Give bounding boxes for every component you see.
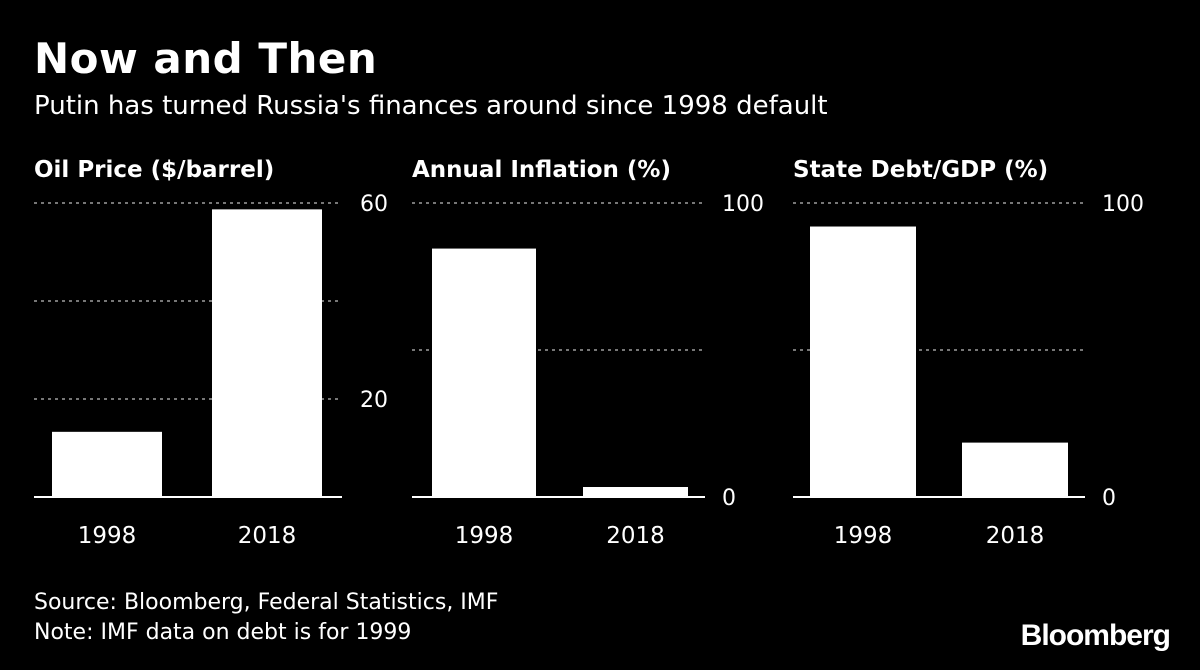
x-tick-label: 2018 (238, 523, 297, 549)
x-tick-label: 2018 (606, 523, 665, 549)
panel-title: Annual Inflation (%) (412, 157, 671, 183)
panel-title: Oil Price ($/barrel) (34, 157, 274, 183)
chart-subtitle: Putin has turned Russia's finances aroun… (34, 91, 828, 121)
y-tick-label: 0 (1102, 486, 1116, 511)
bar-2018 (212, 209, 322, 497)
y-tick-label: 0 (722, 486, 736, 511)
y-tick-label: 60 (360, 192, 388, 217)
y-tick-label: 100 (1102, 192, 1144, 217)
panel-title: State Debt/GDP (%) (793, 157, 1048, 183)
bar-2018 (583, 487, 688, 497)
y-tick-label: 100 (722, 192, 764, 217)
x-tick-label: 1998 (455, 523, 514, 549)
x-tick-label: 1998 (78, 523, 137, 549)
bar-1998 (432, 248, 536, 497)
x-tick-label: 2018 (986, 523, 1045, 549)
y-tick-label: 20 (360, 388, 388, 413)
footnote: Note: IMF data on debt is for 1999 (34, 620, 412, 645)
bar-1998 (810, 226, 916, 497)
source-note: Source: Bloomberg, Federal Statistics, I… (34, 590, 499, 615)
bar-2018 (962, 442, 1068, 497)
chart-title: Now and Then (34, 34, 378, 83)
bar-1998 (52, 431, 162, 497)
bloomberg-logo: Bloomberg (1020, 619, 1171, 652)
x-tick-label: 1998 (834, 523, 893, 549)
